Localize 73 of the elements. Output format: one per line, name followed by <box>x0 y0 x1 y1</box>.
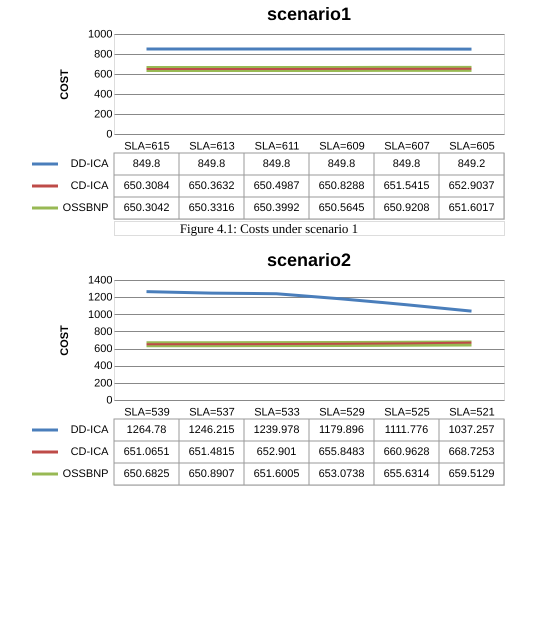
chart-title: scenario1 <box>266 4 352 24</box>
x-tick-label: SLA=615 <box>124 140 170 152</box>
data-label: 650.3632 <box>188 180 234 192</box>
y-tick-label: 800 <box>94 326 112 338</box>
data-label: 652.901 <box>256 446 296 458</box>
legend-label: CD-ICA <box>70 180 110 192</box>
data-label: 650.4987 <box>254 180 300 192</box>
data-label: 659.5129 <box>448 468 494 480</box>
data-label: 650.9208 <box>384 202 430 214</box>
x-tick-label: SLA=609 <box>319 140 365 152</box>
y-tick-label: 0 <box>106 394 112 406</box>
data-label: 650.5645 <box>318 202 364 214</box>
data-label: 650.3084 <box>124 180 170 192</box>
x-tick-label: SLA=607 <box>384 140 430 152</box>
data-label: 655.6314 <box>384 468 430 480</box>
data-label: 1246.215 <box>188 424 234 436</box>
data-label: 651.5415 <box>384 180 430 192</box>
legend-label: DD-ICA <box>70 424 110 436</box>
y-tick-label: 1000 <box>88 28 112 40</box>
x-tick-label: SLA=539 <box>124 406 170 418</box>
data-label: 650.8907 <box>188 468 234 480</box>
data-label: 651.6017 <box>448 202 494 214</box>
y-tick-label: 200 <box>94 108 112 120</box>
x-tick-label: SLA=605 <box>449 140 495 152</box>
y-tick-label: 200 <box>94 377 112 390</box>
y-tick-label: 400 <box>94 88 112 100</box>
x-tick-label: SLA=613 <box>189 140 235 152</box>
data-label: 650.3992 <box>254 202 300 214</box>
data-label: 1111.776 <box>384 424 428 436</box>
data-label: 1179.896 <box>318 424 364 436</box>
x-tick-label: SLA=525 <box>384 406 430 418</box>
data-label: 651.4815 <box>188 446 234 458</box>
y-tick-label: 1400 <box>88 274 112 286</box>
data-label: 849.8 <box>262 158 290 170</box>
y-tick-label: 1000 <box>88 308 112 321</box>
data-label: 650.6825 <box>124 468 170 480</box>
data-label: 1037.257 <box>448 424 494 436</box>
caption: Figure 4.1: Costs under scenario 1 <box>180 221 358 236</box>
x-tick-label: SLA=533 <box>254 406 300 418</box>
data-label: 1239.978 <box>254 424 300 436</box>
y-axis-title: COST <box>59 324 72 356</box>
data-label: 849.2 <box>458 158 486 170</box>
data-label: 849.8 <box>198 158 226 170</box>
legend-label: OSSBNP <box>62 468 108 480</box>
chart-title: scenario2 <box>266 250 352 270</box>
x-tick-label: SLA=529 <box>319 406 365 418</box>
data-label: 650.3316 <box>188 202 234 214</box>
data-label: 1264.78 <box>126 424 166 436</box>
x-tick-label: SLA=611 <box>254 140 300 152</box>
y-tick-label: 600 <box>94 68 112 80</box>
legend-label: OSSBNP <box>62 202 108 214</box>
y-tick-label: 600 <box>94 343 112 356</box>
x-tick-label: SLA=537 <box>189 406 235 418</box>
data-label: 655.8483 <box>318 446 364 458</box>
data-label: 651.0651 <box>124 446 170 458</box>
legend-label: DD-ICA <box>70 158 110 170</box>
legend-label: CD-ICA <box>70 446 110 458</box>
data-label: 849.8 <box>132 158 160 170</box>
data-label: 651.6005 <box>254 468 300 480</box>
data-label: 652.9037 <box>448 180 494 192</box>
y-tick-label: 800 <box>94 48 112 60</box>
data-label: 668.7253 <box>448 446 494 458</box>
data-label: 653.0738 <box>318 468 364 480</box>
y-tick-label: 1200 <box>88 292 112 304</box>
data-label: 650.3042 <box>124 202 170 214</box>
data-label: 849.8 <box>392 158 420 170</box>
y-tick-label: 400 <box>94 360 112 372</box>
x-tick-label: SLA=521 <box>449 406 495 418</box>
data-label: 650.8288 <box>318 180 364 192</box>
y-tick-label: 0 <box>106 128 112 140</box>
y-axis-title: COST <box>59 68 72 100</box>
data-label: 660.9628 <box>384 446 430 458</box>
data-label: 849.8 <box>328 158 356 170</box>
